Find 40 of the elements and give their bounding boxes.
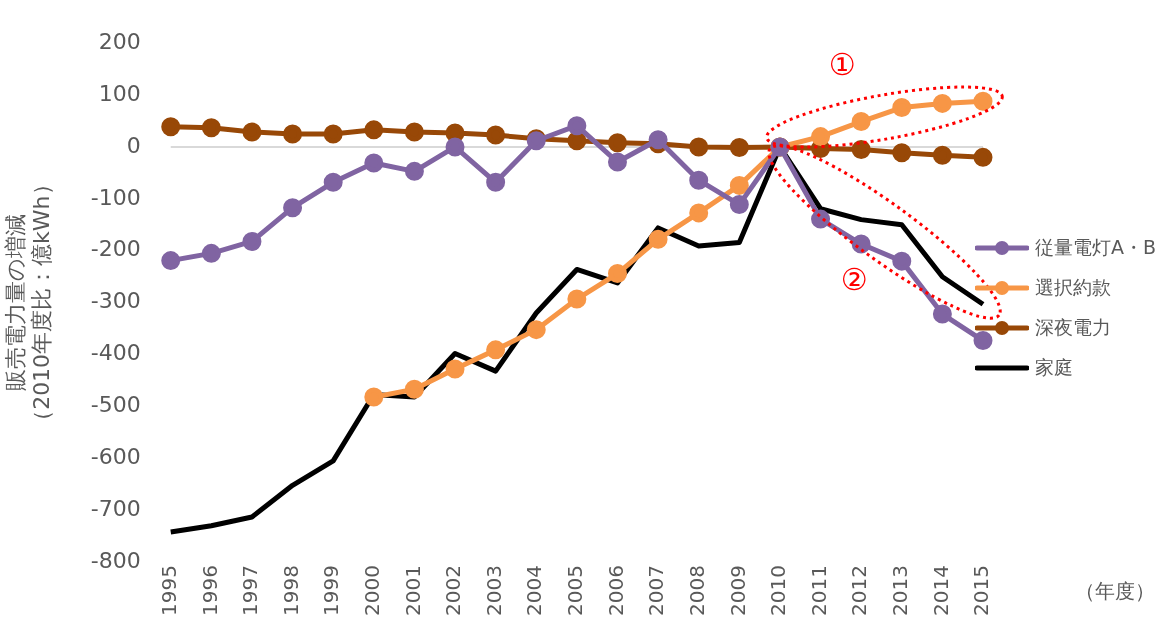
x-tick-label: 2000 [360,565,384,617]
x-tick-label: 1998 [278,565,303,617]
x-tick-label: 2004 [522,565,547,617]
x-tick-label: 2011 [806,565,831,617]
x-tick-label: 1999 [319,565,344,617]
x-tick-label: 2003 [481,565,506,617]
x-tick-label: 2001 [400,565,425,617]
x-tick-label: 1996 [197,565,222,617]
legend-label: 深夜電力 [1035,315,1111,340]
annotation: ① [828,46,856,82]
x-tick-label: 2008 [684,565,709,617]
x-tick-label: 2002 [441,565,466,617]
x-axis-title: （年度） [1075,578,1155,605]
legend-label: 従量電灯A・B [1035,235,1157,260]
y-tick-label: -700 [90,495,141,521]
legend-label: 家庭 [1035,355,1073,380]
legend-label: 選択約款 [1035,275,1111,300]
x-tick-label: 1995 [156,565,181,617]
y-tick-label: -400 [90,340,141,366]
y-axis-title: 販売電力量の増減（2010年度比：億kWh） [2,173,55,432]
x-tick-label: 2009 [725,565,750,617]
y-tick-label: 200 [98,28,141,54]
x-tick-label: 2010 [766,565,791,617]
y-tick-label: 100 [98,80,141,106]
y-tick-label: -800 [90,547,141,573]
x-tick-label: 1997 [238,565,263,617]
x-tick-label: 2013 [887,565,912,617]
annotation: ② [840,261,868,297]
x-tick-label: 2012 [847,565,872,617]
y-tick-label: -100 [90,184,141,210]
y-tick-label: 0 [126,132,141,158]
x-tick-label: 2006 [603,565,628,617]
x-tick-label: 2014 [928,565,953,617]
y-tick-label: -600 [90,444,141,470]
y-tick-label: -200 [90,236,141,262]
y-tick-label: -300 [90,288,141,314]
y-tick-label: -500 [90,392,141,418]
x-tick-label: 2007 [644,565,669,617]
x-tick-label: 2015 [969,565,994,617]
x-tick-label: 2005 [563,565,588,617]
